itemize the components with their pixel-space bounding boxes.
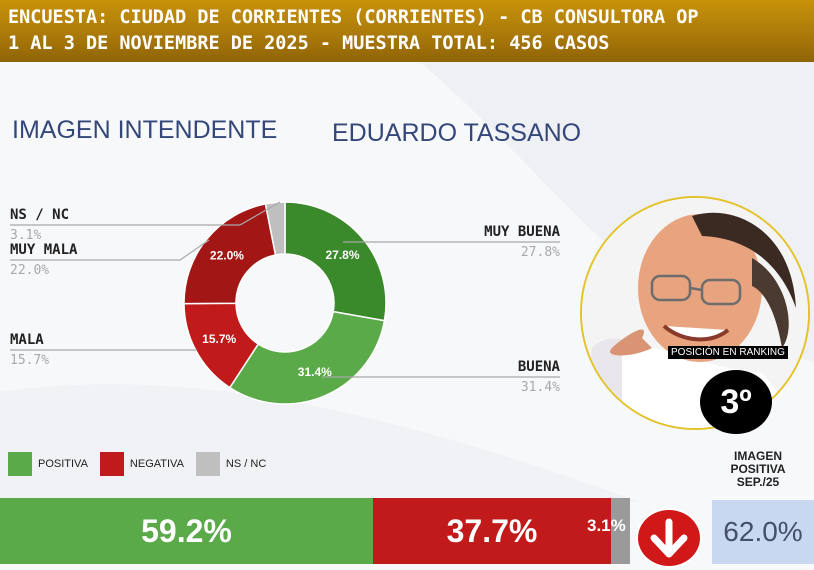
side-value-muy-buena: 27.8% xyxy=(521,245,560,260)
arrow-down-icon xyxy=(636,508,702,568)
legend-swatch-ns-nc xyxy=(195,452,220,476)
side-value-muy-mala: 22.0% xyxy=(10,263,49,278)
previous-title-line-1: IMAGEN xyxy=(734,449,782,463)
header-banner: ENCUESTA: CIUDAD DE CORRIENTES (CORRIENT… xyxy=(0,0,814,62)
summary-bar-negativa: 37.7% xyxy=(373,498,611,564)
legend-label-ns-nc: NS / NC xyxy=(225,458,267,470)
summary-positiva-value: 59.2% xyxy=(141,512,232,549)
side-label-buena: BUENA xyxy=(518,359,561,375)
side-label-mala: MALA xyxy=(10,332,44,348)
portrait-image xyxy=(582,198,808,428)
leader-line-ns-nc xyxy=(10,201,281,226)
side-value-buena: 31.4% xyxy=(521,380,560,395)
slice-mala-value: 15.7% xyxy=(202,332,236,346)
slice-buena-value: 31.4% xyxy=(298,365,332,379)
side-label-muy-buena: MUY BUENA xyxy=(484,224,560,240)
side-value-ns-nc: 3.1% xyxy=(10,228,41,243)
previous-image-title: IMAGEN POSITIVA SEP./25 xyxy=(712,450,804,489)
slice-buena xyxy=(228,310,386,405)
slice-ns-nc xyxy=(264,201,286,256)
summary-bar-ns-nc: 3.1% xyxy=(587,498,630,564)
legend-label-positiva: POSITIVA xyxy=(38,458,88,470)
side-value-mala: 15.7% xyxy=(10,353,49,368)
header-line-2: 1 AL 3 DE NOVIEMBRE DE 2025 - MUESTRA TO… xyxy=(8,33,610,54)
summary-negativa-value: 37.7% xyxy=(446,512,538,549)
legend-label-negativa: NEGATIVA xyxy=(129,458,184,470)
candidate-photo xyxy=(580,196,810,430)
ranking-badge: 3º xyxy=(700,370,772,434)
legend-swatch-positiva xyxy=(8,452,32,476)
previous-title-line-2: POSITIVA xyxy=(730,462,786,476)
section-title: IMAGEN INTENDENTE xyxy=(12,116,278,144)
legend: POSITIVA NEGATIVA NS / NC xyxy=(8,452,278,476)
person-name: EDUARDO TASSANO xyxy=(332,119,582,147)
header-line-1: ENCUESTA: CIUDAD DE CORRIENTES (CORRIENT… xyxy=(8,7,699,28)
side-label-muy-mala: MUY MALA xyxy=(10,242,78,258)
ranking-label: POSICIÓN EN RANKING xyxy=(668,346,788,359)
slice-muy-buena xyxy=(284,201,387,322)
side-label-ns-nc: NS / NC xyxy=(10,207,69,223)
slice-muy-buena-value: 27.8% xyxy=(325,248,359,262)
donut-chart: 27.8% 31.4% 15.7% 22.0% MUY BUENA 27.8% BUENA… xyxy=(10,201,561,405)
summary-bar-positiva: 59.2% xyxy=(0,498,373,564)
legend-swatch-negativa xyxy=(99,452,124,476)
summary-ns-nc-value: 3.1% xyxy=(587,516,626,535)
previous-title-line-3: SEP./25 xyxy=(736,475,780,489)
slice-muy-mala-value: 22.0% xyxy=(210,249,244,263)
previous-positive-value: 62.0% xyxy=(712,500,814,564)
slice-muy-mala xyxy=(183,203,277,305)
leader-line-muy-mala xyxy=(10,239,210,261)
